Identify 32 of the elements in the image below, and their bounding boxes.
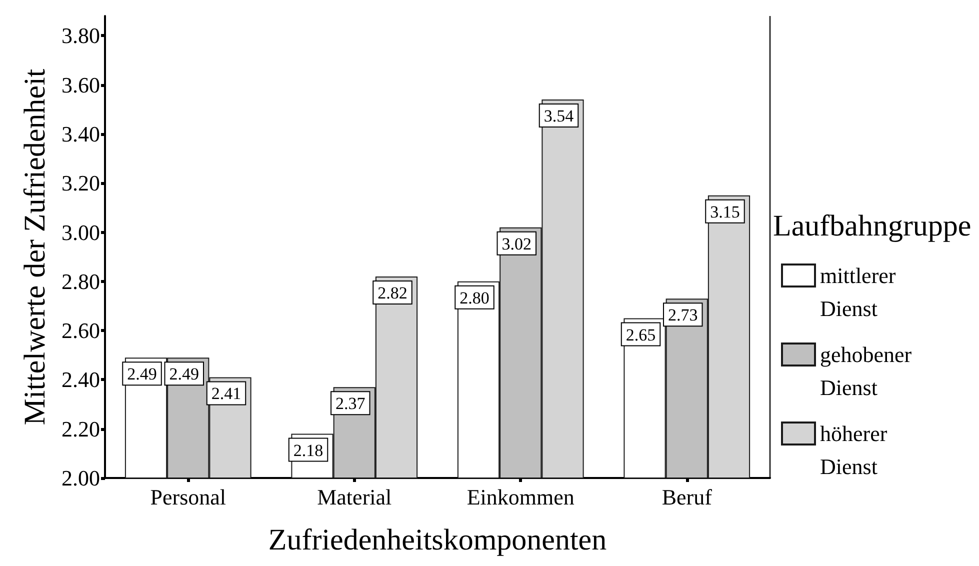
y-tick-label: 2.80 <box>62 268 100 294</box>
data-label: 2.73 <box>668 306 698 325</box>
data-label: 3.54 <box>544 106 574 126</box>
data-label: 2.41 <box>211 384 242 404</box>
y-tick-label: 2.40 <box>62 367 100 392</box>
x-tick-label: Beruf <box>662 484 713 510</box>
data-label: 3.02 <box>502 234 532 254</box>
y-tick-label: 3.60 <box>62 72 100 98</box>
data-label: 2.80 <box>460 288 490 308</box>
y-tick-label: 2.00 <box>62 466 100 490</box>
legend-title: Laufbahngruppe <box>773 210 972 242</box>
data-label: 2.49 <box>127 364 157 384</box>
data-label: 2.65 <box>626 325 656 344</box>
data-label: 3.15 <box>710 202 740 222</box>
data-label: 2.49 <box>169 364 199 384</box>
x-tick-label: Einkommen <box>466 484 574 510</box>
y-tick-label: 2.20 <box>62 416 100 442</box>
legend-label: gehobener Dienst <box>820 342 918 400</box>
y-tick-label: 3.80 <box>62 23 100 48</box>
y-axis-title: Mittelwerte der Zufriedenheit <box>18 68 52 426</box>
x-tick-label: Personal <box>150 484 226 510</box>
legend-label: mittlerer Dienst <box>820 263 902 321</box>
y-tick-label: 3.20 <box>62 170 100 196</box>
x-axis-title: Zufriedenheitskomponenten <box>268 524 607 556</box>
data-label: 2.37 <box>336 394 366 414</box>
x-tick-label: Material <box>317 484 392 510</box>
data-label: 2.18 <box>293 440 324 460</box>
data-label: 2.82 <box>378 283 408 302</box>
y-tick-label: 3.40 <box>62 121 100 146</box>
y-tick-label: 2.60 <box>62 318 100 344</box>
y-tick-label: 3.00 <box>62 220 100 245</box>
legend-label: höherer Dienst <box>820 421 893 479</box>
